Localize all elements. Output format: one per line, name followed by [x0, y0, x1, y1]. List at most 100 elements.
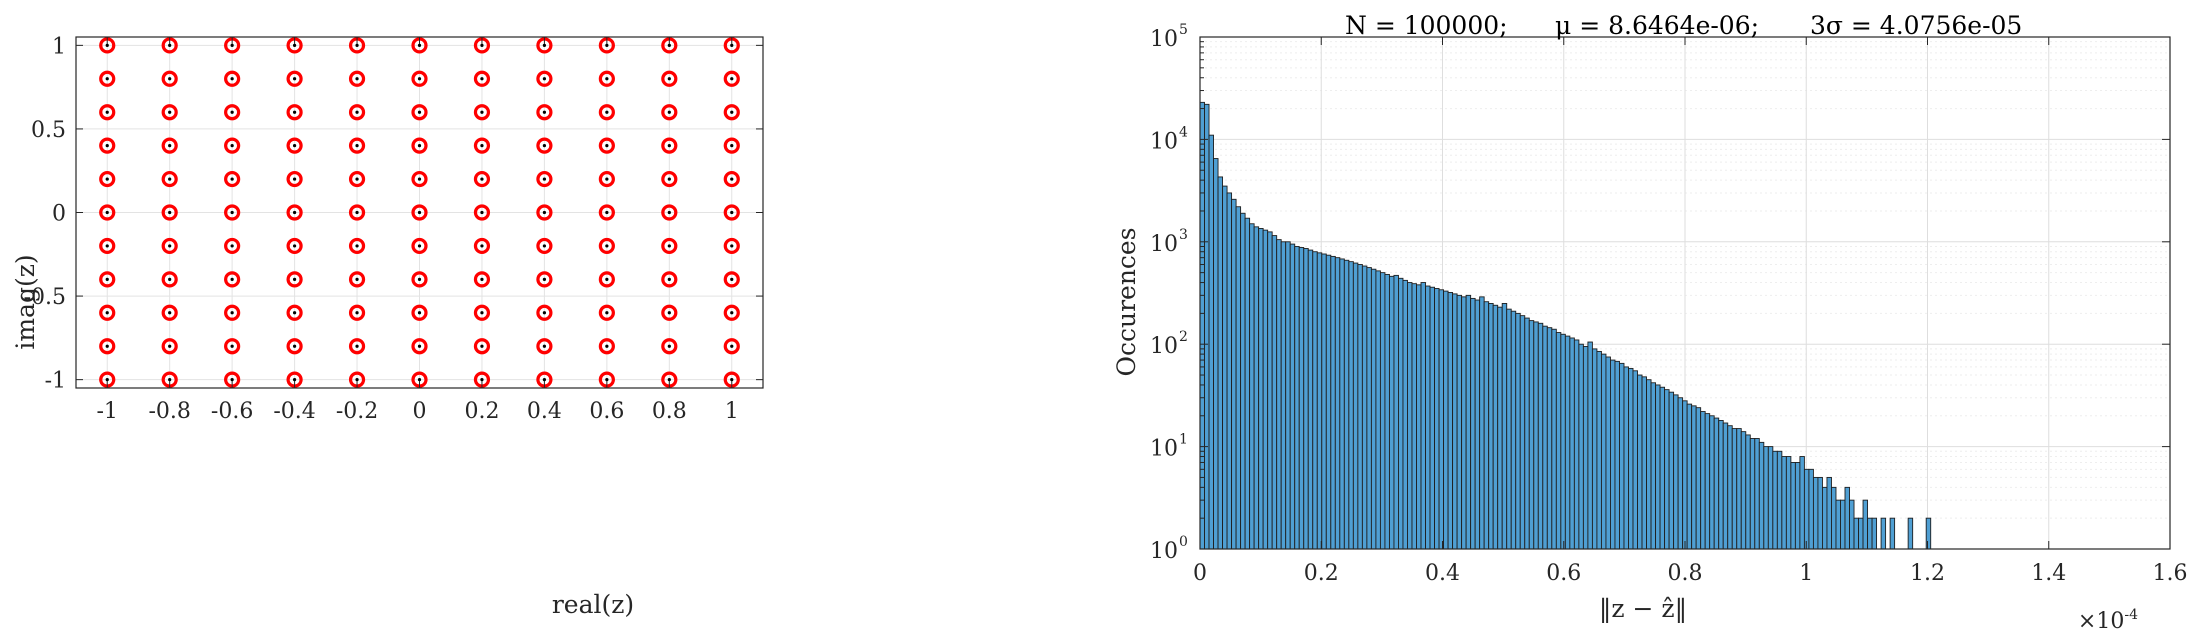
scatter-point-dot [480, 311, 484, 315]
histogram-bar [1569, 337, 1575, 550]
scatter-x-tick-label: 1 [725, 399, 739, 424]
scatter-point-dot [168, 77, 172, 81]
scatter-point-dot [730, 344, 734, 348]
scatter-point [348, 104, 366, 121]
scatter-point-ring [723, 137, 740, 154]
histogram-bar [1871, 517, 1878, 550]
histogram-bar [1235, 206, 1242, 550]
scatter-y-ticks: -1 -0.5 0 0.5 1 [24, 34, 763, 394]
histogram-x-tick-label: 0 [1193, 561, 1207, 586]
scatter-point-ring [598, 304, 615, 321]
histogram-bar [1578, 343, 1584, 550]
scatter-point [536, 204, 553, 221]
scatter-point-dot [105, 344, 109, 348]
scatter-point [286, 70, 303, 87]
scatter-point-dot [730, 277, 734, 281]
scatter-point-ring [661, 70, 678, 87]
scatter-point-dot [230, 144, 234, 148]
histogram-bar [1411, 283, 1417, 550]
scatter-point [286, 271, 303, 288]
scatter-point-ring [473, 137, 491, 154]
histogram-bar [1510, 310, 1517, 550]
scatter-point-ring [224, 137, 241, 154]
histogram-bar [1199, 101, 1205, 550]
scatter-point-dot [230, 77, 234, 81]
histogram-bar [1614, 360, 1620, 550]
scatter-point-ring [723, 338, 740, 355]
scatter-point-ring [473, 237, 491, 255]
scatter-point-dot [105, 277, 109, 281]
scatter-point-ring [661, 237, 678, 255]
scatter-point-ring [286, 338, 303, 355]
histogram-bar [1267, 231, 1273, 550]
scatter-point [723, 137, 740, 154]
histogram-bar [1785, 456, 1792, 550]
scatter-point-ring [286, 104, 303, 121]
scatter-point [411, 170, 428, 188]
scatter-point-dot [168, 144, 172, 148]
scatter-point-dot [667, 210, 671, 215]
histogram-bar [1704, 413, 1711, 550]
scatter-point-dot [667, 344, 671, 348]
scatter-point [473, 338, 491, 355]
histogram-bar [1821, 486, 1828, 550]
histogram-bar [1321, 253, 1327, 550]
histogram-bar [1506, 308, 1512, 550]
histogram-panel: 0 0.2 0.4 0.6 0.8 1 1.2 1.4 1.6 10 010 110 210 310 41… [1112, 11, 2188, 634]
scatter-point-ring [348, 304, 366, 321]
scatter-point-dot [667, 43, 671, 47]
histogram-bar [1438, 289, 1445, 550]
scatter-point [224, 137, 241, 154]
histogram-bar [1637, 374, 1643, 550]
scatter-point-dot [230, 277, 234, 281]
scatter-point [99, 104, 116, 121]
scatter-point-dot [667, 177, 671, 181]
scatter-point [661, 271, 678, 288]
histogram-bar [1740, 431, 1747, 550]
scatter-point-ring [598, 204, 615, 221]
scatter-point-ring [723, 170, 740, 188]
histogram-bar [1776, 450, 1783, 550]
histogram-bar [1465, 294, 1472, 550]
scatter-point-ring [536, 204, 553, 221]
scatter-point-dot [105, 43, 109, 47]
histogram-y-tick-label: 10 [1150, 334, 1178, 359]
scatter-point-dot [105, 177, 109, 181]
histogram-bar [1470, 297, 1476, 550]
scatter-point-ring [348, 104, 366, 121]
histogram-bar [1610, 359, 1616, 550]
scatter-point-ring [411, 304, 428, 321]
scatter-point [411, 237, 428, 255]
scatter-point-ring [286, 271, 303, 288]
scatter-point [473, 237, 491, 255]
histogram-bar [1249, 223, 1255, 550]
histogram-x-axis-label: ‖z − ẑ‖ [1599, 594, 1687, 624]
histogram-bar [1262, 229, 1269, 550]
histogram-bar [1691, 405, 1697, 550]
scatter-point-ring [99, 204, 116, 221]
histogram-bar [1605, 356, 1611, 550]
scatter-point-dot [355, 177, 359, 181]
scatter-point-dot [730, 177, 734, 181]
scatter-point-dot [230, 378, 234, 382]
histogram-bar [1555, 332, 1562, 550]
scatter-point [598, 204, 615, 221]
scatter-point-dot [292, 244, 297, 248]
scatter-point-dot [480, 210, 484, 215]
histogram-bar [1600, 353, 1607, 550]
scatter-point-ring [161, 104, 178, 121]
scatter-point-dot [292, 344, 297, 348]
histogram-bar [1853, 517, 1859, 550]
histogram-bar [1736, 428, 1742, 550]
histogram-bar [1370, 268, 1377, 550]
scatter-point-ring [536, 271, 553, 288]
scatter-point-dot [417, 378, 422, 382]
scatter-point [224, 70, 241, 87]
scatter-point-dot [730, 77, 734, 81]
histogram-bar [1591, 348, 1598, 550]
histogram-bar [1632, 370, 1638, 550]
scatter-point-dot [355, 110, 359, 114]
histogram-bar [1844, 486, 1850, 550]
scatter-y-axis-label: imag(z) [11, 254, 40, 349]
scatter-point-dot [730, 378, 734, 382]
